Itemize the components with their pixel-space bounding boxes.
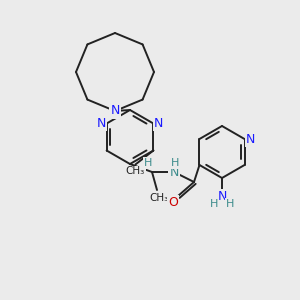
Text: H: H — [144, 158, 152, 168]
Text: N: N — [169, 166, 179, 178]
Text: O: O — [168, 196, 178, 208]
Text: H: H — [226, 199, 234, 209]
Text: N: N — [246, 133, 255, 146]
Text: H: H — [210, 199, 218, 209]
Text: N: N — [110, 104, 120, 118]
Text: CH₃: CH₃ — [149, 193, 169, 203]
Text: N: N — [154, 117, 163, 130]
Text: CH₃: CH₃ — [126, 167, 145, 176]
Text: N: N — [217, 190, 227, 202]
Text: N: N — [97, 117, 106, 130]
Text: H: H — [171, 158, 179, 168]
